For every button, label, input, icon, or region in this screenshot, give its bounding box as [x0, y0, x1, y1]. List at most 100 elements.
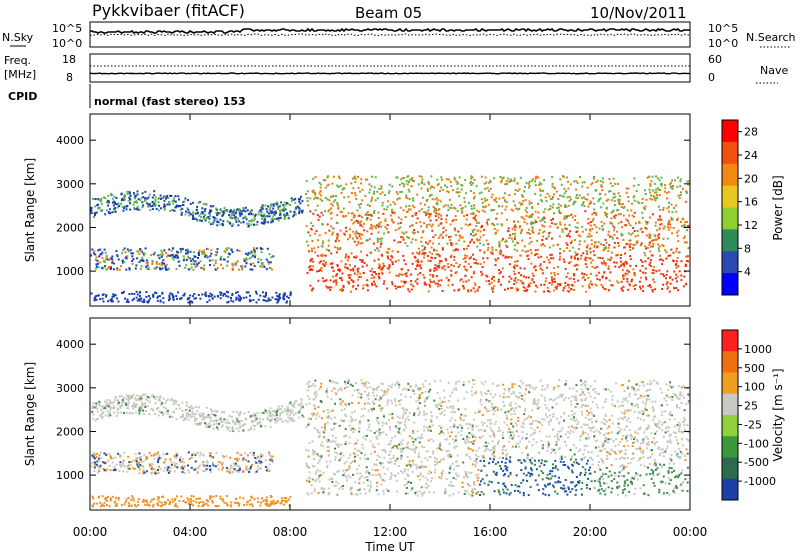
- radar-cell: [540, 199, 543, 201]
- radar-cell: [418, 478, 421, 481]
- radar-cell: [403, 280, 406, 283]
- radar-cell: [595, 274, 598, 277]
- radar-cell: [204, 213, 206, 216]
- radar-cell: [577, 234, 580, 237]
- radar-cell: [158, 266, 161, 269]
- radar-cell: [475, 262, 477, 265]
- radar-cell: [263, 266, 266, 268]
- radar-cell: [142, 402, 145, 405]
- radar-cell: [97, 495, 100, 498]
- radar-cell: [432, 236, 435, 239]
- radar-cell: [171, 294, 174, 297]
- radar-cell: [222, 220, 225, 223]
- radar-cell: [675, 210, 678, 213]
- radar-cell: [575, 194, 578, 196]
- radar-cell: [564, 268, 567, 270]
- radar-cell: [110, 300, 113, 303]
- radar-cell: [279, 204, 282, 207]
- radar-cell: [574, 257, 576, 260]
- radar-cell: [291, 410, 294, 413]
- radar-cell: [198, 413, 201, 416]
- radar-cell: [385, 208, 388, 211]
- radar-cell: [275, 291, 278, 294]
- radar-cell: [128, 412, 131, 415]
- radar-cell: [586, 235, 589, 238]
- radar-cell: [125, 300, 128, 303]
- power-ylabel: Slant Range [km]: [23, 158, 37, 262]
- radar-cell: [251, 414, 254, 417]
- radar-cell: [234, 421, 237, 424]
- radar-cell: [257, 500, 260, 503]
- radar-cell: [687, 439, 690, 442]
- radar-cell: [492, 275, 495, 278]
- radar-cell: [559, 415, 562, 418]
- radar-cell: [529, 232, 531, 235]
- radar-cell: [545, 277, 547, 280]
- radar-cell: [324, 196, 327, 199]
- radar-cell: [171, 209, 174, 212]
- radar-cell: [129, 199, 132, 202]
- radar-cell: [100, 209, 103, 212]
- radar-cell: [221, 210, 224, 213]
- radar-cell: [126, 407, 129, 410]
- radar-cell: [429, 260, 432, 262]
- radar-cell: [416, 259, 419, 262]
- radar-cell: [368, 392, 371, 395]
- radar-cell: [101, 415, 104, 418]
- radar-cell: [519, 232, 522, 235]
- radar-cell: [444, 184, 446, 187]
- radar-cell: [358, 276, 361, 278]
- radar-cell: [505, 239, 508, 242]
- radar-cell: [428, 491, 431, 494]
- radar-cell: [683, 423, 686, 426]
- radar-cell: [112, 293, 115, 296]
- radar-cell: [257, 258, 260, 261]
- radar-cell: [371, 175, 373, 178]
- radar-cell: [233, 216, 236, 219]
- radar-cell: [141, 192, 144, 195]
- radar-cell: [394, 260, 397, 263]
- radar-cell: [473, 204, 475, 207]
- radar-cell: [168, 296, 171, 299]
- radar-cell: [226, 504, 229, 507]
- radar-cell: [169, 470, 171, 473]
- radar-cell: [157, 197, 160, 200]
- radar-cell: [401, 273, 404, 276]
- radar-cell: [602, 181, 605, 184]
- radar-cell: [531, 226, 534, 229]
- radar-cell: [599, 197, 602, 200]
- radar-cell: [486, 221, 488, 224]
- radar-cell: [198, 249, 201, 252]
- radar-cell: [234, 458, 237, 461]
- radar-cell: [567, 234, 569, 237]
- radar-cell: [377, 211, 380, 214]
- radar-cell: [436, 184, 439, 186]
- radar-cell: [236, 418, 239, 421]
- radar-cell: [205, 406, 208, 409]
- radar-cell: [524, 407, 527, 410]
- radar-cell: [550, 276, 553, 279]
- radar-cell: [546, 266, 549, 269]
- radar-cell: [129, 249, 132, 252]
- radar-cell: [214, 505, 217, 507]
- radar-cell: [321, 417, 324, 420]
- radar-cell: [429, 268, 432, 271]
- radar-cell: [627, 232, 630, 235]
- radar-cell: [559, 252, 561, 255]
- radar-cell: [282, 209, 285, 212]
- radar-cell: [120, 202, 122, 205]
- radar-cell: [602, 177, 604, 180]
- radar-cell: [576, 221, 579, 224]
- radar-cell: [182, 255, 185, 258]
- radar-cell: [336, 204, 339, 206]
- radar-cell: [336, 202, 339, 204]
- radar-cell: [391, 250, 394, 253]
- radar-cell: [117, 496, 120, 499]
- radar-cell: [508, 275, 511, 278]
- radar-cell: [185, 401, 188, 404]
- radar-cell: [319, 183, 322, 186]
- radar-cell: [98, 403, 101, 406]
- radar-cell: [143, 471, 146, 474]
- radar-cell: [421, 244, 424, 247]
- radar-cell: [284, 500, 287, 503]
